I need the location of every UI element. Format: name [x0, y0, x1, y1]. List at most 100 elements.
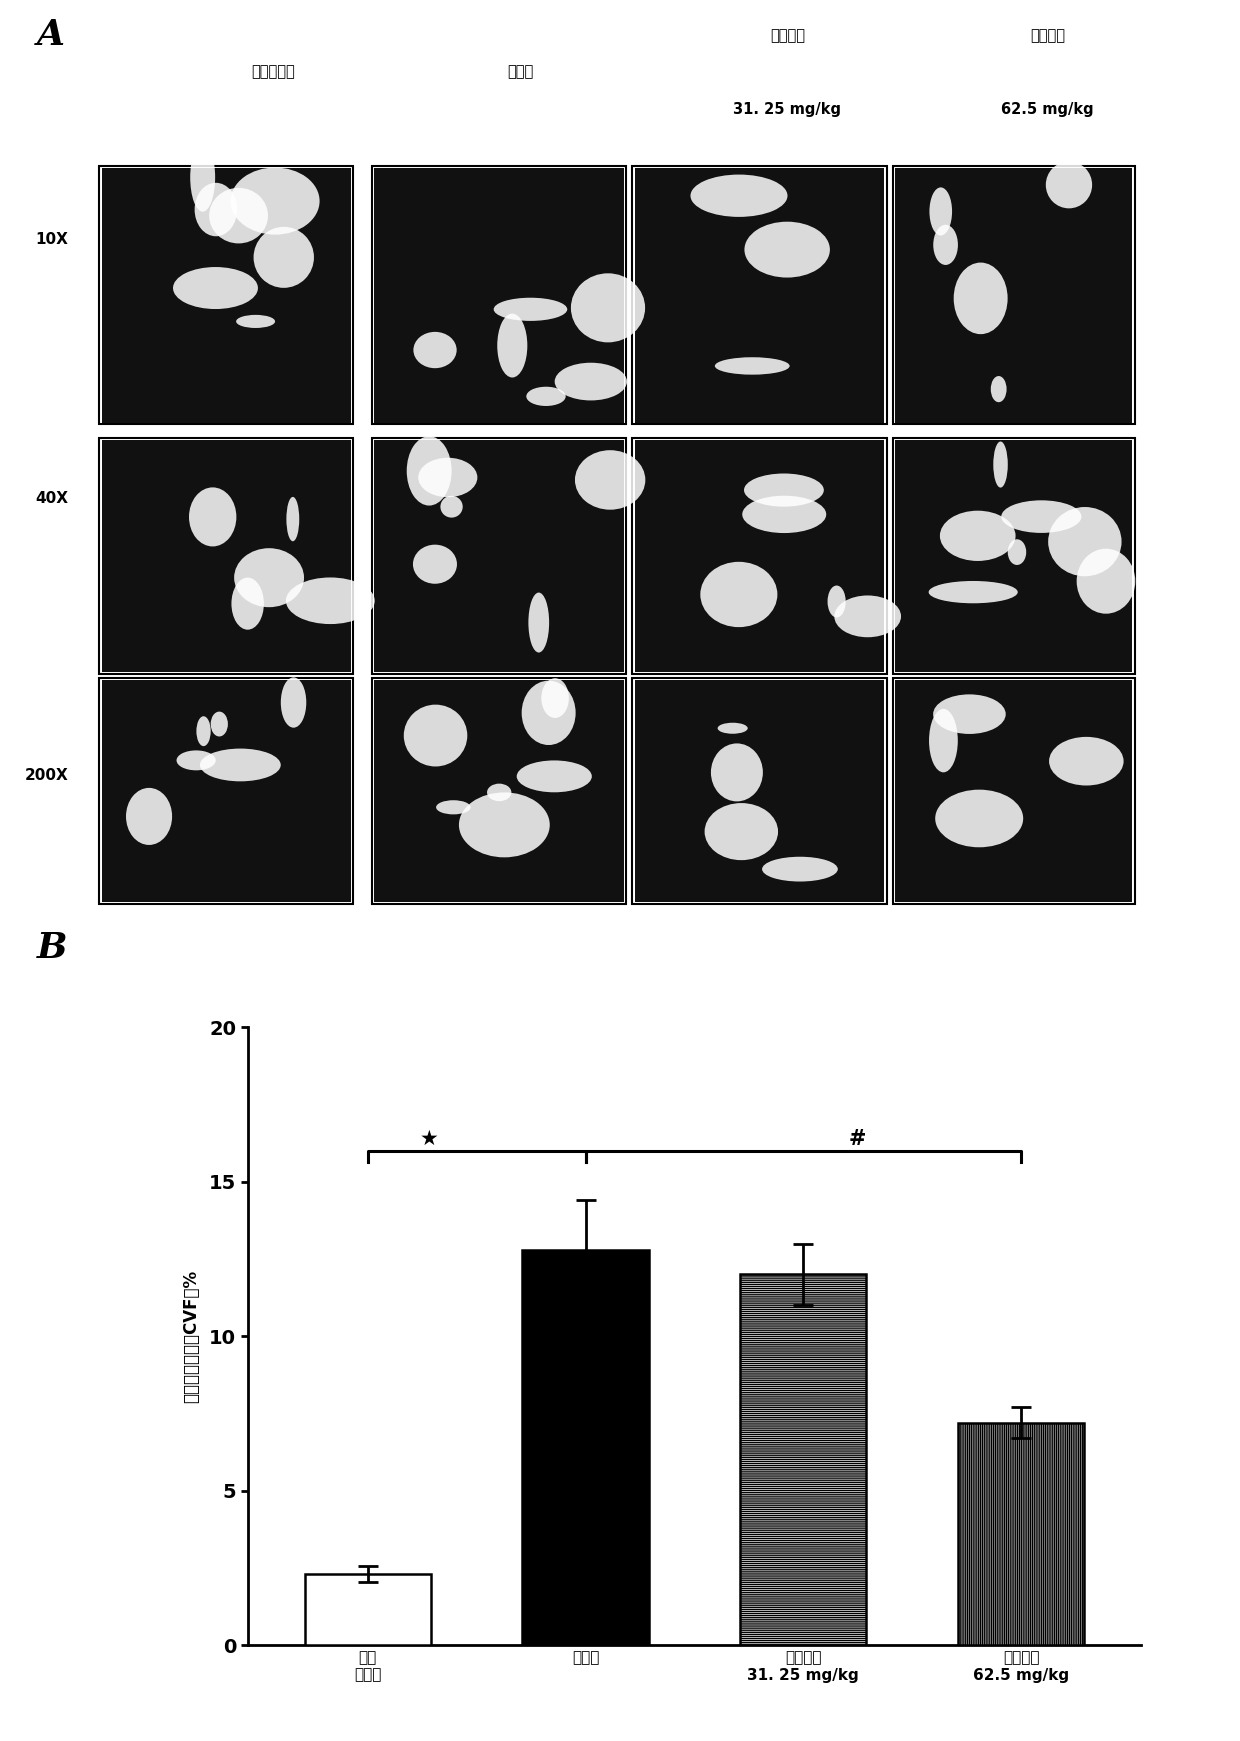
Bar	[893, 439, 1135, 674]
Ellipse shape	[744, 474, 823, 507]
Ellipse shape	[528, 592, 549, 653]
Text: 40X: 40X	[35, 491, 68, 507]
Ellipse shape	[1008, 540, 1027, 566]
Text: 62.5 mg/kg: 62.5 mg/kg	[1002, 101, 1094, 117]
Ellipse shape	[407, 437, 451, 505]
Ellipse shape	[718, 723, 748, 733]
Bar	[957, 1422, 1084, 1645]
Ellipse shape	[744, 221, 830, 277]
Bar	[102, 167, 351, 423]
Bar	[99, 165, 353, 425]
Ellipse shape	[1045, 162, 1092, 209]
Ellipse shape	[526, 387, 565, 406]
Ellipse shape	[930, 188, 952, 235]
Bar	[895, 681, 1132, 902]
Bar	[99, 679, 353, 904]
Ellipse shape	[253, 226, 314, 287]
Text: 环黄芒醇: 环黄芒醇	[770, 28, 805, 44]
Bar	[632, 679, 887, 904]
Ellipse shape	[935, 790, 1023, 848]
Text: 环黄芒醇: 环黄芒醇	[1030, 28, 1065, 44]
Ellipse shape	[404, 705, 467, 766]
Ellipse shape	[517, 761, 591, 792]
Ellipse shape	[704, 803, 777, 860]
Ellipse shape	[280, 677, 306, 728]
Ellipse shape	[188, 487, 237, 547]
Text: 31. 25 mg/kg: 31. 25 mg/kg	[733, 101, 842, 117]
Text: B: B	[37, 931, 68, 965]
Bar	[374, 167, 624, 423]
Ellipse shape	[200, 749, 280, 782]
Bar	[635, 167, 884, 423]
Ellipse shape	[494, 298, 567, 320]
Ellipse shape	[1001, 500, 1081, 533]
Ellipse shape	[1048, 507, 1121, 576]
Text: 正常对照组: 正常对照组	[250, 64, 295, 80]
Ellipse shape	[743, 496, 826, 533]
Ellipse shape	[487, 783, 511, 801]
Text: 模型组: 模型组	[507, 64, 534, 80]
Text: 10X: 10X	[35, 232, 68, 247]
Ellipse shape	[231, 167, 320, 235]
Ellipse shape	[835, 595, 901, 637]
Ellipse shape	[714, 357, 790, 374]
Ellipse shape	[126, 789, 172, 844]
Text: ★: ★	[419, 1130, 438, 1149]
Ellipse shape	[210, 188, 268, 244]
Ellipse shape	[436, 801, 471, 815]
Ellipse shape	[554, 362, 627, 400]
Ellipse shape	[991, 376, 1007, 402]
Ellipse shape	[691, 174, 787, 218]
Ellipse shape	[940, 510, 1016, 561]
Ellipse shape	[174, 266, 258, 310]
Ellipse shape	[1076, 548, 1136, 613]
Bar	[374, 440, 624, 672]
Bar	[895, 167, 1132, 423]
Bar	[522, 1250, 649, 1645]
Bar	[893, 679, 1135, 904]
Bar	[99, 439, 353, 674]
Bar	[372, 165, 626, 425]
Ellipse shape	[934, 695, 1006, 735]
Ellipse shape	[176, 750, 216, 770]
Ellipse shape	[236, 315, 275, 327]
Bar	[102, 681, 351, 902]
Ellipse shape	[195, 183, 237, 237]
Ellipse shape	[934, 225, 959, 265]
Ellipse shape	[711, 743, 763, 801]
Text: 200X: 200X	[25, 768, 68, 783]
Bar	[632, 439, 887, 674]
Bar	[635, 440, 884, 672]
Ellipse shape	[570, 273, 645, 343]
Ellipse shape	[211, 712, 228, 736]
Ellipse shape	[827, 585, 846, 618]
Ellipse shape	[196, 716, 211, 747]
Ellipse shape	[929, 709, 957, 773]
Text: #: #	[849, 1130, 867, 1149]
Ellipse shape	[418, 458, 477, 498]
Y-axis label: 胶质容积分数（CVF）%: 胶质容积分数（CVF）%	[182, 1269, 201, 1403]
Ellipse shape	[190, 143, 216, 212]
Ellipse shape	[1049, 736, 1123, 785]
Bar	[740, 1274, 867, 1645]
Bar	[372, 679, 626, 904]
Ellipse shape	[522, 681, 575, 745]
Ellipse shape	[232, 578, 264, 630]
Ellipse shape	[497, 313, 527, 378]
Ellipse shape	[413, 333, 456, 367]
Ellipse shape	[701, 562, 777, 627]
Text: A: A	[37, 19, 66, 52]
Bar	[102, 440, 351, 672]
Ellipse shape	[286, 496, 299, 541]
Bar	[305, 1574, 432, 1645]
Ellipse shape	[542, 679, 569, 717]
Ellipse shape	[286, 578, 374, 623]
Bar	[372, 439, 626, 674]
Ellipse shape	[575, 451, 645, 510]
Ellipse shape	[763, 857, 838, 881]
Ellipse shape	[234, 548, 304, 608]
Ellipse shape	[413, 545, 458, 583]
Ellipse shape	[440, 496, 463, 517]
Bar	[635, 681, 884, 902]
Ellipse shape	[993, 442, 1008, 487]
